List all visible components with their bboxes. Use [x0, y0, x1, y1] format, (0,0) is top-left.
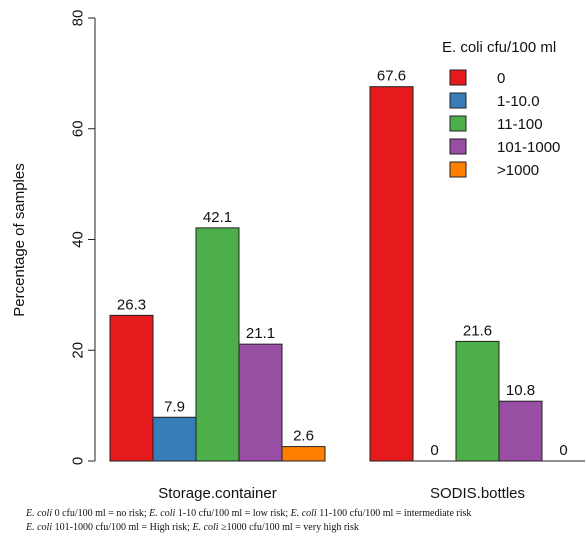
bar	[195, 227, 240, 462]
data-label: 42.1	[203, 209, 232, 226]
footnote-italic: E. coli	[290, 508, 317, 519]
legend-swatch	[449, 69, 467, 86]
legend-label: 0	[497, 70, 505, 87]
bar	[152, 416, 197, 462]
footnote-line-2: E. coli 101-1000 cfu/100 ml = High risk;…	[26, 522, 586, 534]
x-category-label: SODIS.bottles	[430, 485, 525, 502]
data-label: 10.8	[506, 382, 535, 399]
y-tick-label: 20	[69, 342, 86, 359]
bar	[369, 86, 414, 462]
y-tick-label: 40	[69, 231, 86, 248]
legend-title: E. coli cfu/100 ml	[442, 39, 556, 56]
y-tick-label: 0	[69, 457, 86, 465]
data-label: 2.6	[293, 428, 314, 445]
legend-label: 11-100	[497, 116, 543, 133]
data-label: 67.6	[377, 68, 406, 85]
x-category-label: Storage.container	[158, 485, 276, 502]
data-label: 0	[430, 442, 438, 459]
y-tick-label: 80	[69, 10, 86, 27]
footnote-line-1: E. coli 0 cfu/100 ml = no risk; E. coli …	[26, 508, 586, 520]
bar	[498, 400, 543, 462]
footnote-italic: E. coli	[26, 508, 53, 519]
y-axis-title: Percentage of samples	[11, 163, 28, 316]
legend-swatch	[449, 138, 467, 155]
data-label: 21.1	[246, 325, 275, 342]
bars: 26.3 7.9 42.1 21.1 2.6 67.6 0 21.6 10.8 0	[109, 68, 585, 462]
footnote-text: 1-10 cfu/100 ml = low risk;	[175, 508, 291, 519]
footnote-italic: E. coli	[192, 522, 219, 533]
footnote-text: 11-100 cfu/100 ml = intermediate risk	[316, 508, 472, 519]
legend-swatch	[449, 161, 467, 178]
footnote-text: 0 cfu/100 ml = no risk;	[52, 508, 150, 519]
data-label: 7.9	[164, 398, 185, 415]
footnote-text: ≥1000 cfu/100 ml = very high risk	[218, 522, 359, 533]
bar	[238, 343, 283, 462]
data-label: 21.6	[463, 322, 492, 339]
y-axis: 0 20 40 60 80	[69, 10, 96, 465]
y-tick-label: 60	[69, 120, 86, 137]
data-label: 26.3	[117, 296, 146, 313]
bar	[455, 340, 500, 462]
legend-swatch	[449, 92, 467, 109]
footnote-text: 101-1000 cfu/100 ml = High risk;	[52, 522, 193, 533]
x-axis-labels: Storage.container SODIS.bottles	[158, 485, 525, 502]
legend-label: 1-10.0	[497, 93, 540, 110]
bar	[281, 446, 326, 462]
legend-swatch	[449, 115, 467, 132]
data-label: 0	[559, 442, 567, 459]
legend: E. coli cfu/100 ml 0 1-10.0 11-100 101-1000…	[442, 39, 560, 179]
legend-label: >1000	[497, 162, 539, 179]
footnote-italic: E. coli	[26, 522, 53, 533]
legend-label: 101-1000	[497, 139, 560, 156]
bar	[109, 314, 154, 462]
footnote-italic: E. coli	[149, 508, 176, 519]
